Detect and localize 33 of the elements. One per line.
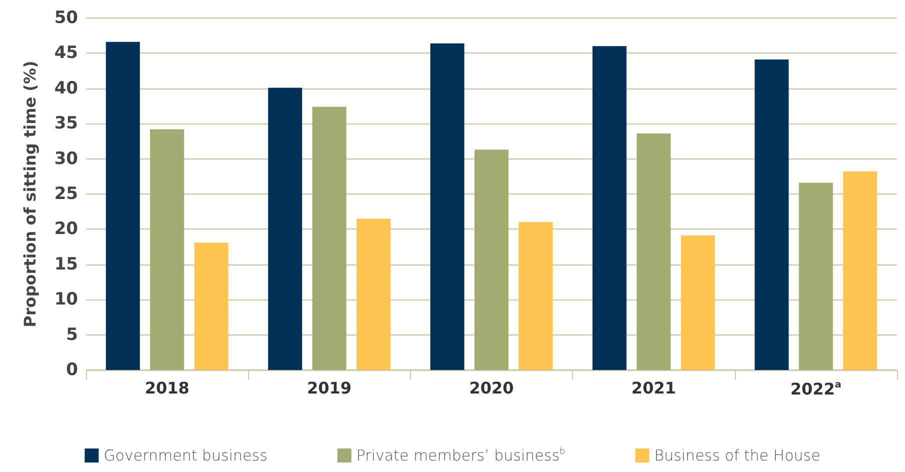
bar: [518, 222, 553, 370]
bar: [798, 182, 833, 370]
bar: [312, 106, 346, 370]
bar: [430, 43, 464, 370]
legend-label: Government business: [104, 446, 268, 464]
bar: [843, 171, 878, 370]
x-tick-label: 2021: [631, 378, 676, 398]
y-axis-title: Proportion of sitting time (%): [20, 60, 40, 328]
bar: [636, 133, 671, 370]
x-tick-label: 2018: [144, 378, 190, 398]
bar: [194, 242, 228, 370]
y-tick-label: 5: [66, 324, 78, 345]
y-tick-label: 20: [54, 219, 78, 240]
bar: [680, 236, 715, 370]
x-tick-label: 2019: [307, 378, 352, 398]
y-tick-label: 10: [54, 290, 78, 310]
x-tick-label: 2020: [469, 378, 514, 398]
legend-label: Business of the House: [654, 446, 820, 464]
bar: [474, 150, 508, 370]
y-tick-label: 35: [54, 114, 78, 134]
y-tick-label: 0: [66, 360, 78, 380]
y-tick-label: 45: [54, 43, 78, 64]
bar: [356, 218, 390, 370]
bar: [106, 42, 140, 370]
bar: [754, 60, 789, 370]
y-tick-label: 50: [54, 8, 78, 28]
y-tick-label: 30: [54, 148, 78, 169]
bar: [150, 129, 184, 370]
bar: [592, 46, 626, 370]
y-tick-label: 25: [54, 184, 78, 204]
y-tick-label: 40: [54, 78, 78, 98]
y-tick-label: 15: [54, 254, 78, 274]
bar: [268, 88, 302, 370]
